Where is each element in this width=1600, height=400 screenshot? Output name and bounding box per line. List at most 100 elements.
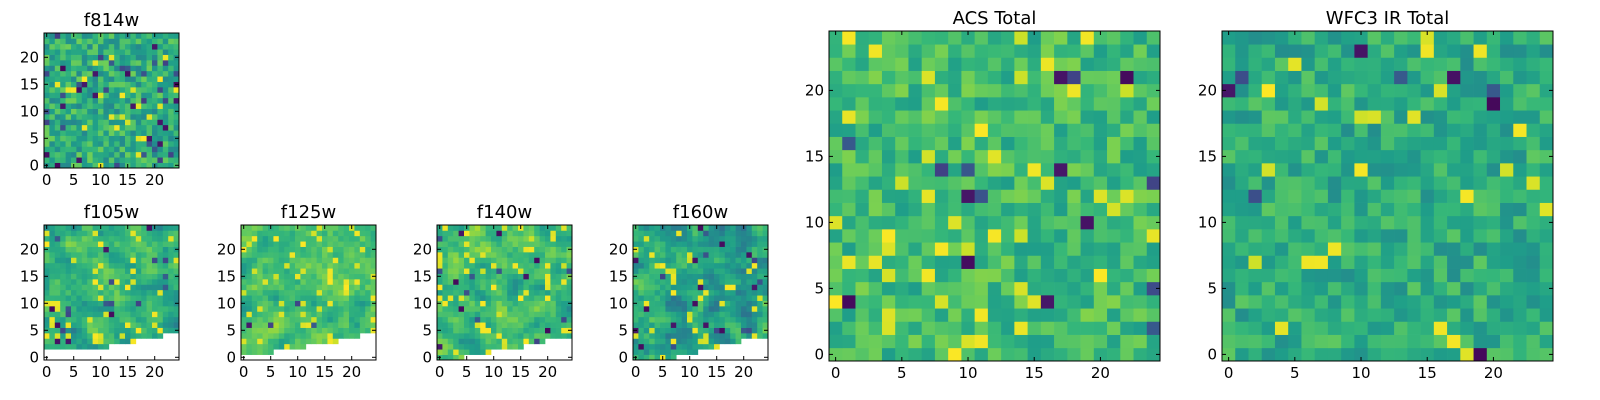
heatmap-cell bbox=[338, 273, 344, 280]
heatmap-cell bbox=[921, 321, 936, 335]
heatmap-cell bbox=[545, 333, 551, 339]
heatmap-cell bbox=[322, 279, 328, 285]
heatmap-cell bbox=[103, 49, 110, 55]
heatmap-cell bbox=[49, 327, 56, 334]
heatmap-cell bbox=[676, 262, 682, 269]
heatmap-cell bbox=[687, 333, 693, 339]
heatmap-cell bbox=[103, 322, 110, 328]
heatmap-cell bbox=[87, 279, 93, 285]
heatmap-cell bbox=[157, 316, 164, 323]
heatmap-cell bbox=[550, 230, 557, 237]
heatmap-cell bbox=[1080, 31, 1095, 45]
heatmap-cell bbox=[469, 268, 476, 274]
heatmap-cell bbox=[534, 284, 540, 291]
heatmap-cell bbox=[119, 235, 126, 242]
heatmap-cell bbox=[354, 327, 361, 334]
heatmap-cell bbox=[146, 87, 153, 93]
heatmap-cell bbox=[322, 311, 328, 318]
heatmap-cell bbox=[87, 38, 93, 45]
heatmap-cell bbox=[654, 333, 661, 339]
heatmap-cell bbox=[1288, 321, 1302, 335]
heatmap-cell bbox=[934, 83, 949, 98]
heatmap-cell bbox=[518, 289, 524, 296]
heatmap-cell bbox=[442, 230, 449, 237]
heatmap-cell bbox=[501, 343, 508, 350]
heatmap-cell bbox=[135, 300, 142, 307]
heatmap-cell bbox=[829, 97, 843, 111]
heatmap-cell bbox=[921, 268, 936, 283]
heatmap-cell bbox=[268, 306, 274, 312]
heatmap-cell bbox=[687, 295, 693, 301]
heatmap-cell bbox=[987, 268, 1002, 283]
heatmap-cell bbox=[895, 136, 909, 151]
heatmap-cell bbox=[1274, 110, 1289, 124]
heatmap-cell bbox=[496, 241, 503, 247]
heatmap-cell bbox=[1054, 281, 1068, 296]
heatmap-cell bbox=[1248, 202, 1263, 217]
heatmap-cell bbox=[81, 130, 88, 136]
heatmap-cell bbox=[71, 43, 77, 50]
y-tick-label: 10 bbox=[609, 294, 628, 312]
heatmap-cell bbox=[1248, 308, 1263, 322]
heatmap-cell bbox=[703, 322, 709, 328]
heatmap-cell bbox=[278, 343, 285, 350]
heatmap-cell bbox=[81, 43, 88, 50]
heatmap-cell bbox=[305, 333, 312, 339]
heatmap-cell bbox=[1261, 149, 1276, 164]
heatmap-cell bbox=[284, 257, 290, 264]
heatmap-cell bbox=[751, 246, 758, 253]
heatmap-cell bbox=[528, 246, 535, 253]
heatmap-cell bbox=[1539, 334, 1554, 349]
heatmap-cell bbox=[322, 262, 328, 269]
heatmap-cell bbox=[76, 289, 83, 296]
heatmap-cell bbox=[92, 60, 99, 66]
heatmap-cell bbox=[1327, 149, 1342, 164]
heatmap-cell bbox=[757, 257, 763, 264]
heatmap-cell bbox=[528, 257, 535, 264]
heatmap-cell bbox=[518, 235, 524, 242]
heatmap-cell bbox=[643, 273, 650, 280]
heatmap-cell bbox=[842, 70, 856, 85]
heatmap-cell bbox=[746, 252, 753, 258]
heatmap-cell bbox=[146, 262, 153, 269]
heatmap-cell bbox=[114, 119, 120, 126]
heatmap-cell bbox=[146, 268, 153, 274]
heatmap-cell bbox=[1093, 149, 1108, 164]
heatmap-cell bbox=[1354, 83, 1368, 98]
heatmap-cell bbox=[162, 225, 169, 231]
heatmap-cell bbox=[555, 289, 562, 296]
heatmap-cell bbox=[108, 333, 115, 339]
heatmap-cell bbox=[1407, 83, 1421, 98]
heatmap-cell bbox=[338, 322, 344, 328]
heatmap-cell bbox=[251, 343, 258, 350]
heatmap-cell bbox=[1133, 136, 1148, 151]
heatmap-cell bbox=[687, 235, 693, 242]
heatmap-cell bbox=[643, 225, 650, 231]
heatmap-cell bbox=[1120, 268, 1134, 283]
heatmap-cell bbox=[114, 151, 120, 158]
heatmap-cell bbox=[464, 257, 470, 264]
heatmap-cell bbox=[908, 57, 923, 71]
heatmap-cell bbox=[714, 241, 720, 247]
heatmap-cell bbox=[485, 300, 492, 307]
heatmap-cell bbox=[1354, 44, 1368, 58]
heatmap-cell bbox=[1394, 189, 1408, 203]
heatmap-cell bbox=[555, 316, 562, 323]
heatmap-cell bbox=[130, 141, 137, 147]
heatmap-cell bbox=[751, 316, 758, 323]
heatmap-cell bbox=[539, 252, 546, 258]
heatmap-cell bbox=[343, 311, 350, 318]
heatmap-cell bbox=[44, 284, 50, 291]
heatmap-cell bbox=[49, 257, 56, 264]
heatmap-cell bbox=[103, 92, 110, 99]
heatmap-cell bbox=[719, 279, 726, 285]
heatmap-cell bbox=[829, 149, 843, 164]
heatmap-cell bbox=[65, 135, 72, 142]
heatmap-cell bbox=[1327, 334, 1342, 349]
heatmap-cell bbox=[168, 252, 174, 258]
heatmap-cell bbox=[501, 306, 508, 312]
heatmap-cell bbox=[1341, 215, 1355, 230]
heatmap-cell bbox=[81, 65, 88, 72]
heatmap-cell bbox=[974, 136, 989, 151]
heatmap-cell bbox=[1526, 268, 1541, 283]
